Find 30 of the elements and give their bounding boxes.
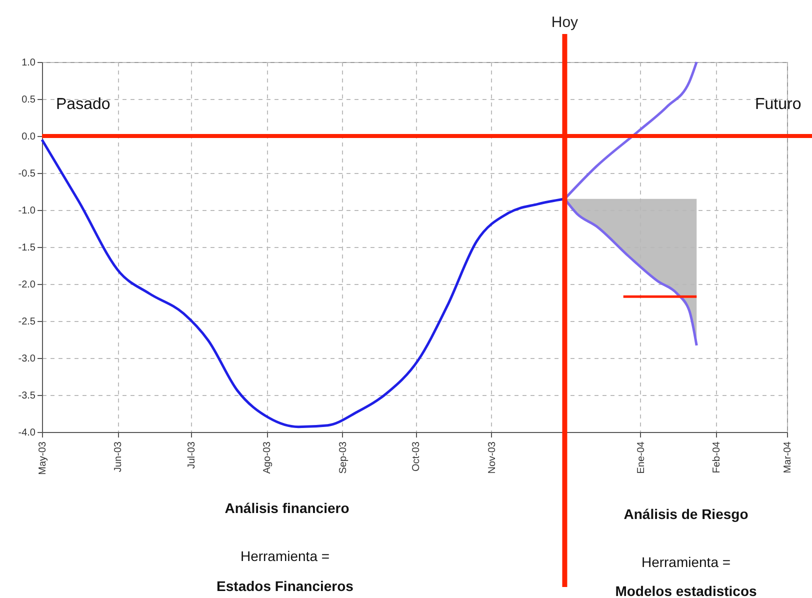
x-tick-label: Feb-04 <box>712 441 723 474</box>
x-tick-label: Nov-03 <box>486 441 498 474</box>
x-tick-label: Sep-03 <box>338 441 349 474</box>
text: Estados Financieros <box>216 578 354 594</box>
x-tick-label: Mar-04 <box>782 441 794 474</box>
x-tick-label: May-03 <box>38 441 48 475</box>
text: Análisis de Riesgo <box>624 506 748 522</box>
x-tick-label: Ene-04 <box>636 441 647 474</box>
x-tick-label: Ago-03 <box>262 441 274 474</box>
y-tick-label: -3.0 <box>18 354 36 364</box>
text: Análisis financiero <box>224 500 350 516</box>
y-tick-label: 0.0 <box>22 132 36 142</box>
text: Modelos estadisticos <box>615 583 758 598</box>
y-tick-label: 0.5 <box>22 94 36 106</box>
y-tick-label: 1.0 <box>22 58 36 68</box>
ref-line-label: Hoy <box>551 14 579 31</box>
x-tick-label: Jul-03 <box>186 441 198 469</box>
annotation: Pasado <box>56 96 110 113</box>
y-tick-label: -0.5 <box>18 168 36 180</box>
text: Herramienta = <box>240 548 330 564</box>
y-tick-label: -1.0 <box>18 206 36 216</box>
annotation: Futuro <box>755 96 802 113</box>
x-tick-label: Jun-03 <box>113 441 124 472</box>
y-tick-label: -3.5 <box>18 390 36 402</box>
y-tick-label: -4.0 <box>18 428 36 438</box>
y-tick-label: -1.5 <box>18 242 36 254</box>
text: Herramienta = <box>641 554 731 570</box>
y-tick-label: -2.5 <box>18 316 36 328</box>
x-tick-label: Oct-03 <box>411 441 422 472</box>
y-tick-label: -2.0 <box>18 280 36 290</box>
